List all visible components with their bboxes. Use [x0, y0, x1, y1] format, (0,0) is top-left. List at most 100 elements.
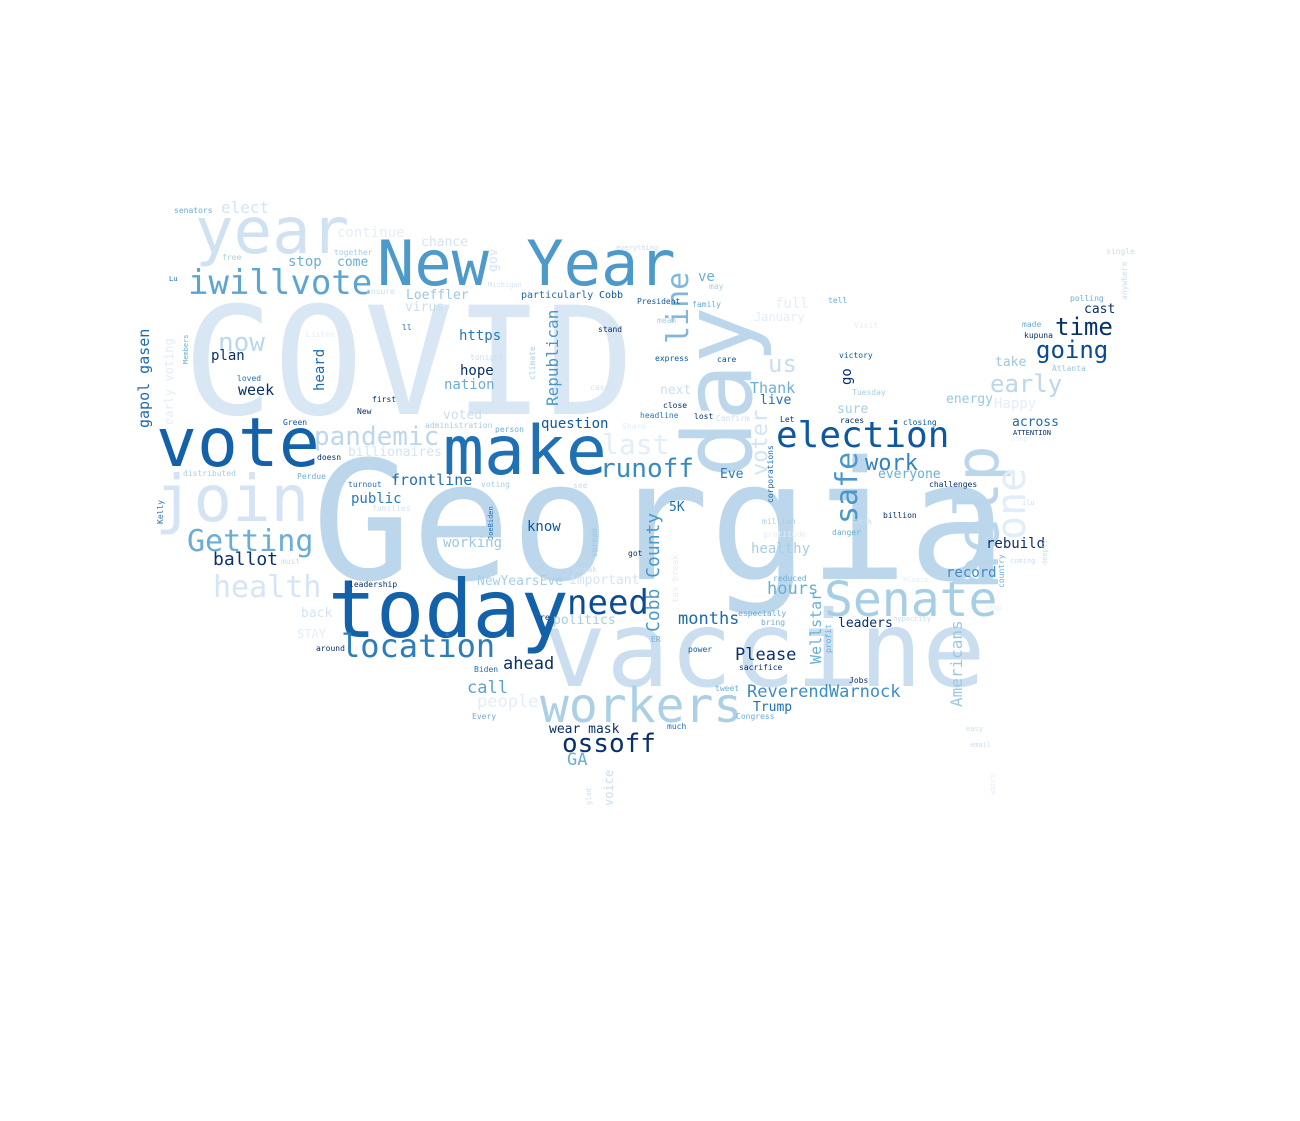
- word: headline: [640, 411, 679, 420]
- word: New Year: [377, 227, 676, 300]
- word: Tuesday: [852, 388, 886, 397]
- word: election: [776, 415, 950, 456]
- word: loved: [237, 374, 262, 383]
- word: call: [467, 678, 508, 698]
- word: cases: [590, 383, 615, 392]
- word: email: [970, 741, 992, 749]
- word: vote: [156, 404, 320, 483]
- word: rebuild: [986, 536, 1046, 552]
- word: free: [222, 253, 242, 262]
- word: around: [316, 644, 345, 653]
- word: Loeffler: [406, 288, 469, 303]
- word: come: [337, 255, 369, 270]
- word: ve: [698, 269, 715, 285]
- word: frontline: [391, 471, 473, 489]
- word: Wellstar: [807, 591, 825, 664]
- word: 5K: [669, 500, 685, 515]
- word: politics: [553, 613, 616, 628]
- word: stop: [1011, 435, 1028, 443]
- word: Eve: [720, 467, 744, 482]
- word: JoeBiden: [487, 506, 495, 540]
- word: working: [443, 535, 503, 551]
- word: record: [946, 565, 997, 581]
- word: care: [717, 355, 737, 364]
- word: Listen: [306, 330, 335, 339]
- word: stand: [598, 325, 623, 334]
- word: https: [459, 328, 502, 344]
- word: nation: [444, 377, 495, 393]
- word: distributed: [183, 469, 236, 478]
- word: family: [692, 300, 721, 309]
- word: need: [567, 583, 649, 623]
- word: Michigan: [488, 281, 522, 289]
- word: deeply: [1041, 539, 1049, 565]
- word: power: [688, 645, 713, 654]
- word: voting: [481, 480, 510, 489]
- word: Thank: [750, 379, 796, 397]
- word: today: [328, 563, 569, 656]
- word: pandemic: [314, 422, 440, 452]
- word: us: [768, 350, 797, 378]
- word: single: [1106, 247, 1135, 256]
- word: early voting: [162, 338, 176, 425]
- word: Perdue: [297, 472, 326, 481]
- word: hope: [460, 363, 494, 379]
- word: together: [334, 248, 373, 257]
- word: Getting: [187, 524, 314, 559]
- word: time: [1055, 313, 1113, 341]
- word: task: [853, 517, 873, 526]
- word: leadership: [349, 580, 398, 589]
- word: leaders: [838, 616, 893, 631]
- word: danger: [832, 528, 861, 537]
- word: sacrifice: [739, 663, 783, 672]
- word: ATTENTION: [1013, 429, 1051, 437]
- word: doesn: [317, 453, 342, 462]
- word: important: [569, 573, 640, 588]
- word: billionaires: [348, 445, 442, 460]
- word: Biden: [474, 665, 499, 674]
- word: take: [995, 355, 1027, 370]
- word: go: [839, 368, 855, 385]
- word: going: [1036, 336, 1109, 364]
- word: location: [341, 627, 496, 665]
- word: year: [195, 195, 350, 269]
- word: next: [660, 383, 692, 398]
- word: Kelly: [156, 499, 165, 524]
- word: re: [540, 613, 550, 622]
- word: health: [213, 570, 322, 605]
- word: Every: [472, 712, 497, 721]
- word: everyone: [878, 467, 941, 482]
- word: Happy: [994, 396, 1037, 412]
- word: turnout: [348, 480, 382, 489]
- word: families: [372, 504, 411, 513]
- word: billion: [883, 511, 917, 520]
- word: hours: [767, 579, 819, 599]
- word: races: [840, 416, 865, 425]
- word: Jobs: [849, 676, 869, 685]
- word: heard: [312, 348, 328, 391]
- word: anywhere: [1120, 261, 1129, 300]
- word: continue: [337, 225, 405, 241]
- word: across: [1012, 415, 1059, 430]
- word: now: [218, 328, 265, 358]
- word: ilu: [1022, 499, 1035, 507]
- word: runoff: [600, 454, 694, 484]
- word: corporations: [766, 445, 775, 503]
- word: especially: [738, 609, 787, 618]
- word: week: [238, 381, 275, 399]
- word: iwillvote: [188, 263, 373, 303]
- word: bring: [761, 618, 786, 627]
- word: gratitude: [763, 530, 807, 539]
- word: spread: [590, 528, 599, 557]
- word: everything: [616, 244, 659, 252]
- word: full: [775, 296, 809, 312]
- word: Cobb: [599, 290, 624, 301]
- word: voice: [602, 769, 616, 806]
- word: vaccine: [543, 589, 986, 711]
- word: safe: [830, 451, 865, 524]
- word: see: [573, 481, 588, 490]
- word: Let: [780, 415, 795, 424]
- word: early: [990, 370, 1063, 398]
- word: Confirm: [716, 414, 750, 423]
